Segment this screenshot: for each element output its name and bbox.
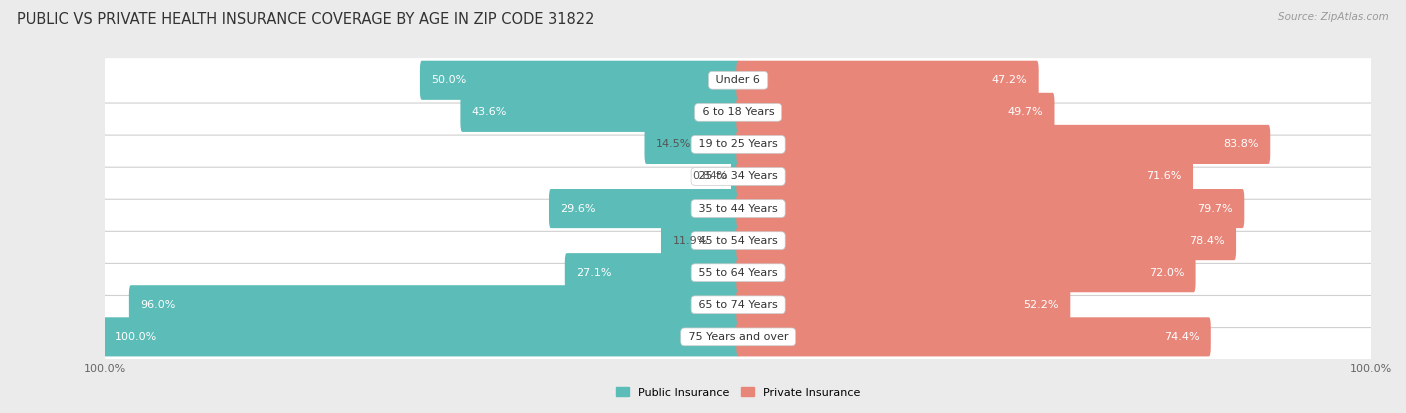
Text: 29.6%: 29.6%	[561, 204, 596, 214]
Text: 55 to 64 Years: 55 to 64 Years	[695, 268, 782, 278]
FancyBboxPatch shape	[565, 253, 740, 292]
Text: 25 to 34 Years: 25 to 34 Years	[695, 171, 782, 181]
Text: 11.9%: 11.9%	[672, 236, 707, 246]
Text: 0.84%: 0.84%	[692, 171, 728, 181]
Text: 47.2%: 47.2%	[991, 75, 1028, 85]
FancyBboxPatch shape	[737, 157, 1194, 196]
Legend: Public Insurance, Private Insurance: Public Insurance, Private Insurance	[612, 383, 865, 402]
Text: 6 to 18 Years: 6 to 18 Years	[699, 107, 778, 117]
Text: 74.4%: 74.4%	[1164, 332, 1199, 342]
Text: Source: ZipAtlas.com: Source: ZipAtlas.com	[1278, 12, 1389, 22]
Text: 19 to 25 Years: 19 to 25 Years	[695, 140, 782, 150]
FancyBboxPatch shape	[737, 125, 1270, 164]
FancyBboxPatch shape	[737, 189, 1244, 228]
Text: 45 to 54 Years: 45 to 54 Years	[695, 236, 782, 246]
Text: 75 Years and over: 75 Years and over	[685, 332, 792, 342]
FancyBboxPatch shape	[104, 218, 1372, 263]
FancyBboxPatch shape	[104, 154, 1372, 199]
Text: 79.7%: 79.7%	[1198, 204, 1233, 214]
Text: 100.0%: 100.0%	[115, 332, 157, 342]
FancyBboxPatch shape	[460, 93, 740, 132]
Text: 72.0%: 72.0%	[1149, 268, 1184, 278]
FancyBboxPatch shape	[104, 57, 1372, 103]
FancyBboxPatch shape	[737, 285, 1070, 324]
FancyBboxPatch shape	[548, 189, 740, 228]
Text: PUBLIC VS PRIVATE HEALTH INSURANCE COVERAGE BY AGE IN ZIP CODE 31822: PUBLIC VS PRIVATE HEALTH INSURANCE COVER…	[17, 12, 595, 27]
FancyBboxPatch shape	[420, 61, 740, 100]
FancyBboxPatch shape	[737, 93, 1054, 132]
FancyBboxPatch shape	[737, 253, 1195, 292]
Text: 71.6%: 71.6%	[1146, 171, 1181, 181]
FancyBboxPatch shape	[104, 122, 1372, 167]
FancyBboxPatch shape	[104, 282, 1372, 328]
Text: 43.6%: 43.6%	[472, 107, 508, 117]
Text: 52.2%: 52.2%	[1024, 300, 1059, 310]
FancyBboxPatch shape	[737, 61, 1039, 100]
FancyBboxPatch shape	[129, 285, 740, 324]
Text: 35 to 44 Years: 35 to 44 Years	[695, 204, 782, 214]
Text: 65 to 74 Years: 65 to 74 Years	[695, 300, 782, 310]
FancyBboxPatch shape	[104, 314, 1372, 360]
Text: 50.0%: 50.0%	[432, 75, 467, 85]
FancyBboxPatch shape	[737, 317, 1211, 356]
FancyBboxPatch shape	[644, 125, 740, 164]
Text: 14.5%: 14.5%	[655, 140, 692, 150]
Text: 27.1%: 27.1%	[576, 268, 612, 278]
Text: 49.7%: 49.7%	[1008, 107, 1043, 117]
Text: 78.4%: 78.4%	[1189, 236, 1225, 246]
FancyBboxPatch shape	[661, 221, 740, 260]
FancyBboxPatch shape	[731, 157, 740, 196]
FancyBboxPatch shape	[104, 250, 1372, 295]
Text: 83.8%: 83.8%	[1223, 140, 1258, 150]
FancyBboxPatch shape	[104, 90, 1372, 135]
FancyBboxPatch shape	[737, 221, 1236, 260]
Text: Under 6: Under 6	[713, 75, 763, 85]
Text: 96.0%: 96.0%	[141, 300, 176, 310]
FancyBboxPatch shape	[104, 186, 1372, 231]
FancyBboxPatch shape	[104, 317, 740, 356]
